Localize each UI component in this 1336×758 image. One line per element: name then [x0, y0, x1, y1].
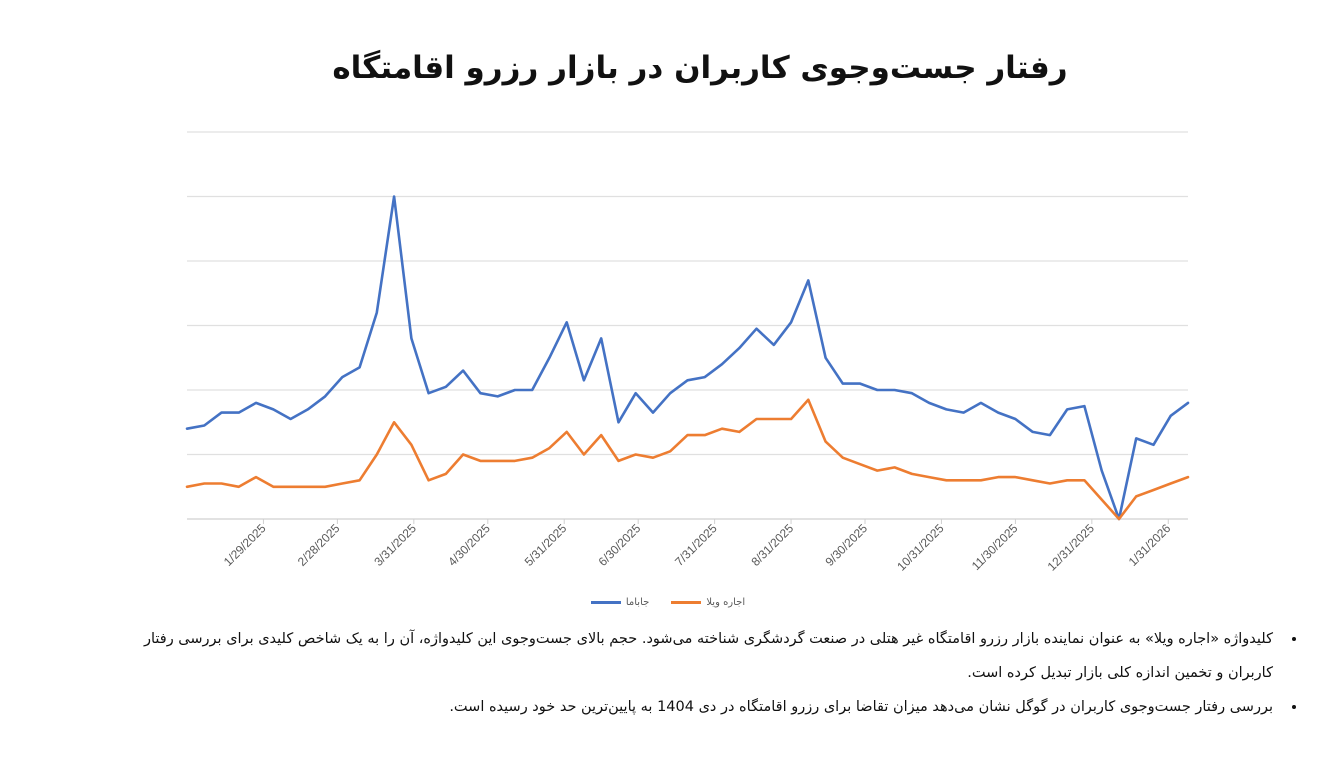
x-tick-label: 2/28/2025	[295, 521, 343, 569]
legend-swatch-orange	[671, 601, 702, 604]
x-tick-label: 4/30/2025	[445, 521, 493, 569]
note-bullet: بررسی رفتار جست‌وجوی کاربران در گوگل نشا…	[101, 690, 1281, 724]
legend-label: اجاره ویلا	[706, 597, 746, 608]
series-line-1	[185, 398, 1190, 521]
x-tick-label: 9/30/2025	[822, 521, 870, 569]
x-tick-label: 11/30/2025	[969, 521, 1021, 573]
slide-title: رفتار جست‌وجوی کاربران در بازار رزرو اقا…	[332, 50, 1068, 86]
x-tick-label: 10/31/2025	[894, 521, 947, 574]
x-tick-label: 1/29/2025	[221, 521, 269, 569]
x-tick-label: 6/30/2025	[596, 521, 644, 569]
x-tick-label: 5/31/2025	[522, 521, 570, 569]
series-line-0	[185, 195, 1190, 521]
line-chart: 1/29/2025 2/28/2025 3/31/2025 4/30/2025 5/31…	[185, 131, 1190, 574]
legend-swatch-blue	[590, 601, 621, 604]
legend-item-villa-rental: اجاره ویلا	[671, 597, 745, 608]
notes: کلیدواژه «اجاره ویلا» به عنوان نماینده ب…	[101, 622, 1301, 724]
x-tick-label: 3/31/2025	[371, 521, 419, 569]
x-tick-label: 8/31/2025	[749, 521, 797, 569]
x-tick-label: 7/31/2025	[672, 521, 720, 569]
legend-label: جاباما	[625, 597, 650, 608]
legend-item-jabama: جاباما	[590, 597, 650, 608]
x-tick-label: 1/31/2026	[1126, 521, 1174, 569]
note-bullet: کلیدواژه «اجاره ویلا» به عنوان نماینده ب…	[101, 622, 1281, 690]
chart-legend: جاباما اجاره ویلا	[0, 597, 1336, 608]
x-tick-label: 12/31/2025	[1045, 521, 1098, 574]
